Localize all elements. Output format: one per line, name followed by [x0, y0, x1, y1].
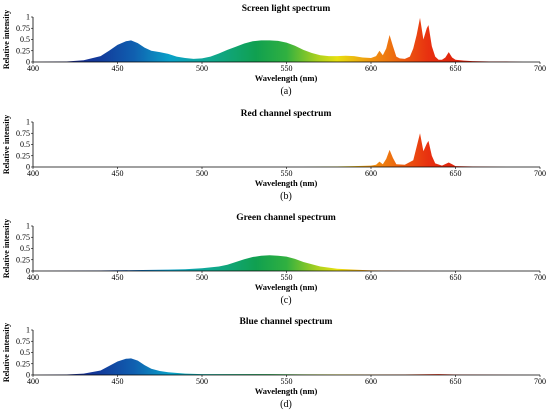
y-tick-label: 1: [26, 222, 30, 231]
panel-caption: (d): [280, 399, 292, 410]
y-tick-label: 0.5: [20, 348, 30, 357]
y-tick-label: 0.75: [16, 129, 30, 138]
panel-4: Blue channel spectrum 0 0.25 0.5 0.75 1 400 450…: [2, 317, 546, 410]
spectrum-area: [33, 133, 540, 167]
x-tick-label: 450: [112, 169, 124, 178]
panel-caption: (b): [280, 191, 292, 202]
x-tick-label: 500: [196, 377, 208, 386]
x-tick-label: 600: [365, 169, 377, 178]
x-tick-label: 700: [534, 169, 546, 178]
y-tick-label: 0.25: [16, 151, 30, 160]
panel-2: Red channel spectrum 0 0.25 0.5 0.75 1 400 450 5…: [2, 109, 546, 202]
y-tick-label: 0.75: [16, 24, 30, 33]
x-axis-label: Wavelength (nm): [255, 178, 318, 188]
spectrum-area: [33, 358, 540, 375]
x-tick-label: 400: [27, 273, 39, 282]
panel-title: Red channel spectrum: [241, 109, 332, 119]
x-tick-label: 650: [450, 64, 462, 73]
y-axis-label: Relative intensity: [2, 115, 11, 174]
y-tick-label: 0.5: [20, 140, 30, 149]
panel-title: Screen light spectrum: [242, 4, 331, 14]
panel-1: Screen light spectrum 0 0.25 0.5 0.75 1 400 450…: [2, 4, 546, 97]
y-tick-label: 0.75: [16, 337, 30, 346]
x-tick-label: 500: [196, 64, 208, 73]
x-tick-label: 650: [450, 169, 462, 178]
x-axis-label: Wavelength (nm): [255, 73, 318, 83]
y-tick-label: 0: [26, 58, 30, 67]
y-axis-label: Relative intensity: [2, 10, 11, 69]
x-tick-label: 450: [112, 377, 124, 386]
y-tick-label: 0: [26, 371, 30, 380]
x-tick-label: 600: [365, 273, 377, 282]
x-tick-label: 600: [365, 64, 377, 73]
y-tick-label: 1: [26, 326, 30, 335]
spectrum-area: [33, 17, 540, 62]
x-tick-label: 400: [27, 64, 39, 73]
y-tick-label: 0: [26, 267, 30, 276]
y-tick-label: 0: [26, 163, 30, 172]
x-tick-label: 400: [27, 377, 39, 386]
x-tick-label: 700: [534, 377, 546, 386]
x-tick-label: 550: [281, 273, 293, 282]
x-tick-label: 550: [281, 169, 293, 178]
x-tick-label: 650: [450, 273, 462, 282]
x-axis-label: Wavelength (nm): [255, 386, 318, 396]
y-tick-label: 0.25: [16, 359, 30, 368]
y-tick-label: 0.5: [20, 35, 30, 44]
x-tick-label: 700: [534, 273, 546, 282]
panel-3: Green channel spectrum 0 0.25 0.5 0.75 1 400 45…: [2, 213, 546, 306]
x-tick-label: 650: [450, 377, 462, 386]
x-tick-label: 600: [365, 377, 377, 386]
x-tick-label: 700: [534, 64, 546, 73]
x-tick-label: 400: [27, 169, 39, 178]
x-tick-label: 550: [281, 64, 293, 73]
y-axis-label: Relative intensity: [2, 323, 11, 382]
y-tick-label: 0.25: [16, 46, 30, 55]
x-tick-label: 450: [112, 64, 124, 73]
panel-title: Blue channel spectrum: [240, 317, 333, 327]
y-tick-label: 0.5: [20, 244, 30, 253]
x-tick-label: 500: [196, 273, 208, 282]
y-tick-label: 1: [26, 118, 30, 127]
y-tick-label: 0.25: [16, 255, 30, 264]
x-tick-label: 500: [196, 169, 208, 178]
y-axis-label: Relative intensity: [2, 219, 11, 278]
x-tick-label: 550: [281, 377, 293, 386]
y-tick-label: 0.75: [16, 233, 30, 242]
panel-caption: (a): [280, 86, 291, 97]
spectrum-area: [33, 255, 540, 271]
x-axis-label: Wavelength (nm): [255, 282, 318, 292]
panel-title: Green channel spectrum: [236, 213, 336, 223]
panel-caption: (c): [280, 295, 291, 306]
y-tick-label: 1: [26, 13, 30, 22]
x-tick-label: 450: [112, 273, 124, 282]
